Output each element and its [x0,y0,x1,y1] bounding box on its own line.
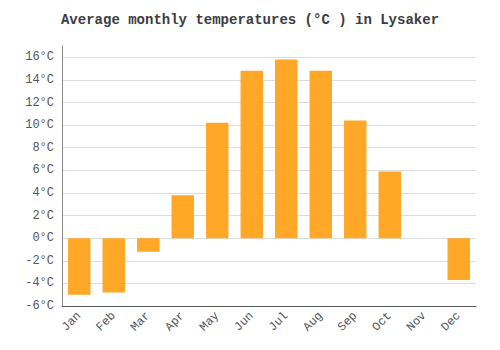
svg-text:2°C: 2°C [32,209,54,223]
svg-text:16°C: 16°C [25,50,54,64]
svg-text:8°C: 8°C [32,141,54,155]
svg-text:10°C: 10°C [25,118,54,132]
svg-text:-4°C: -4°C [25,276,54,290]
svg-text:May: May [197,309,222,334]
svg-text:Aug: Aug [301,309,326,334]
svg-text:Sep: Sep [335,309,360,334]
svg-text:Jan: Jan [59,309,84,334]
svg-text:Dec: Dec [439,309,464,334]
svg-text:Nov: Nov [404,309,429,334]
svg-text:Average monthly temperatures (: Average monthly temperatures (°C ) in Ly… [61,12,439,28]
svg-text:Oct: Oct [370,309,395,334]
svg-text:6°C: 6°C [32,163,54,177]
svg-text:4°C: 4°C [32,186,54,200]
svg-text:14°C: 14°C [25,73,54,87]
svg-text:-6°C: -6°C [25,299,54,313]
svg-text:Mar: Mar [128,309,153,334]
svg-text:Jul: Jul [266,309,291,334]
svg-text:Jun: Jun [232,309,257,334]
svg-text:Apr: Apr [163,309,188,334]
svg-text:12°C: 12°C [25,96,54,110]
svg-text:Feb: Feb [94,309,119,334]
svg-text:-2°C: -2°C [25,254,54,268]
svg-text:0°C: 0°C [32,231,54,245]
